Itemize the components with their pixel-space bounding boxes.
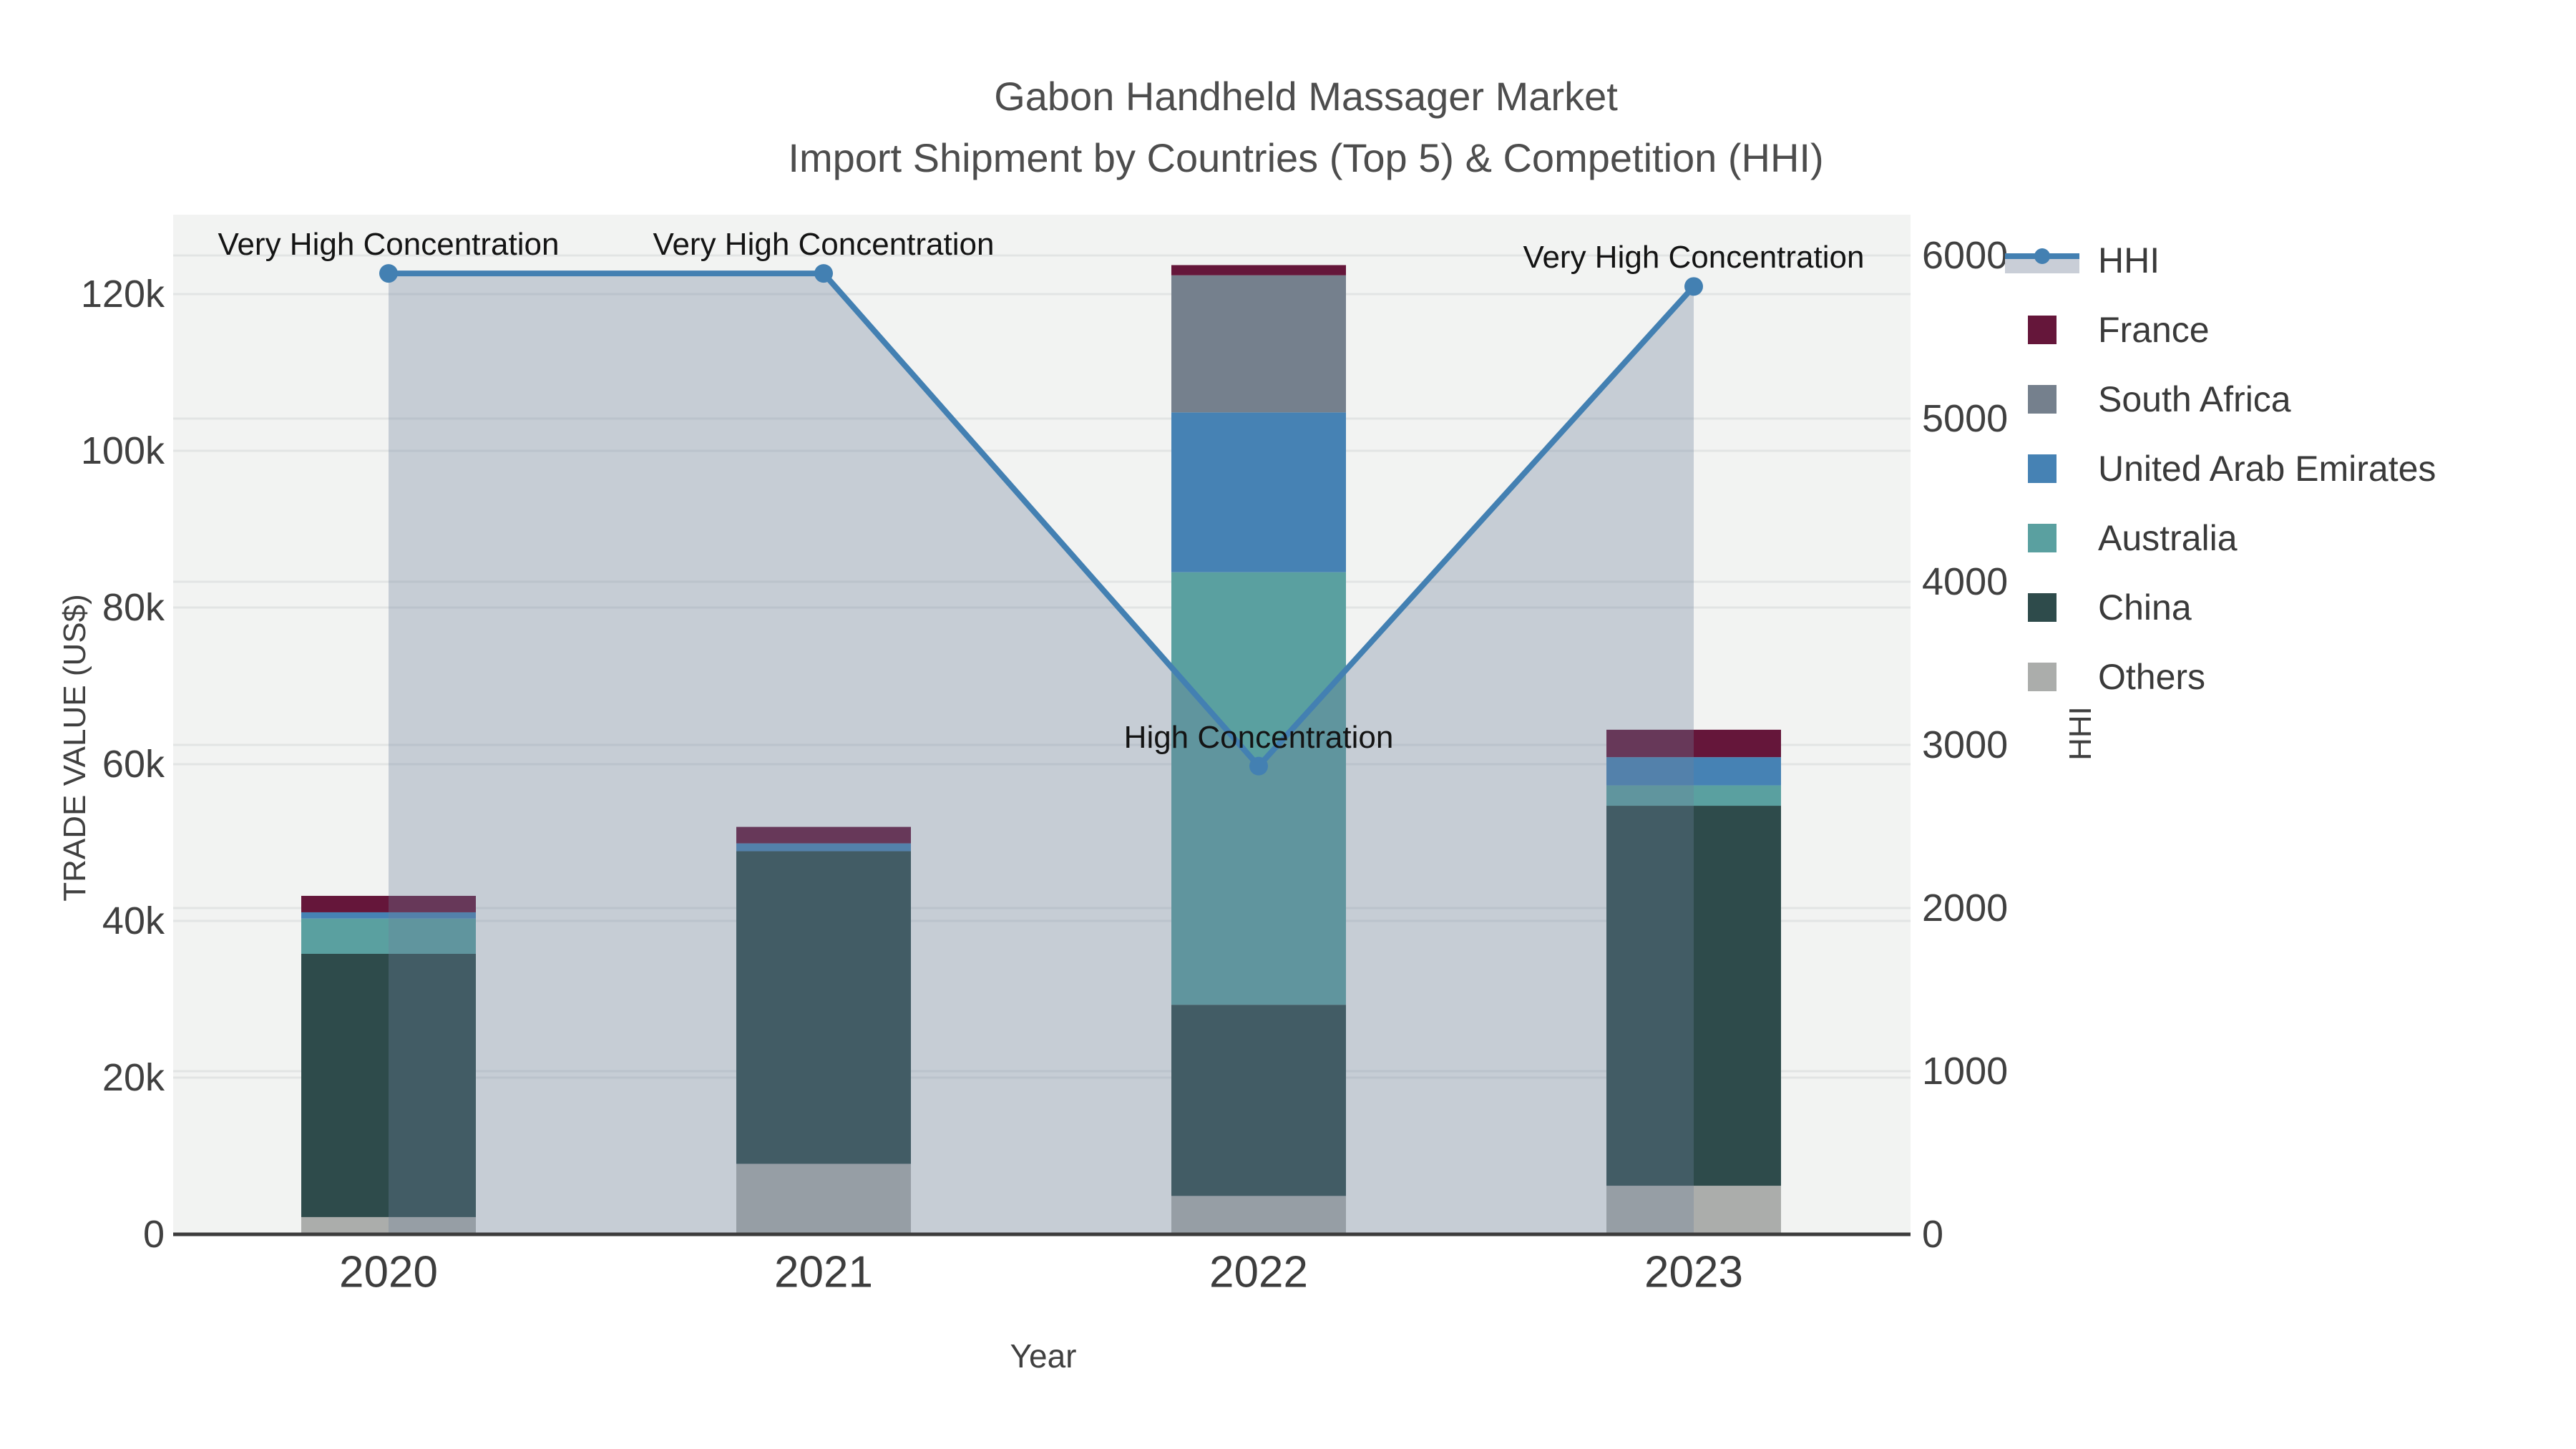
bar-segment-united-arab-emirates-2021 (736, 843, 911, 852)
hhi-marker-2021 (814, 264, 833, 283)
hhi-line (389, 270, 1696, 769)
x-tick-2022: 2022 (1209, 1247, 1308, 1297)
bar-segment-france-2021 (736, 826, 911, 844)
right-axis-title: HHI (2063, 706, 2098, 761)
x-axis-title: Year (1010, 1337, 1077, 1375)
annotation-2021: Very High Concentration (653, 227, 995, 263)
legend-swatch-icon (2005, 523, 2079, 552)
hhi-line-icon (2005, 245, 2079, 276)
right-tick-4000: 4000 (1922, 560, 2009, 603)
bar-segment-united-arab-emirates-2023 (1606, 757, 1781, 786)
chart-title: Gabon Handheld Massager Market (994, 74, 1618, 119)
bar-segment-united-arab-emirates-2022 (1171, 412, 1346, 572)
bar-segment-france-2020 (301, 895, 476, 912)
bar-segment-others-2021 (736, 1163, 911, 1234)
annotation-2020: Very High Concentration (218, 227, 560, 263)
bar-segment-others-2022 (1171, 1196, 1346, 1234)
hhi-marker-2020 (379, 264, 398, 283)
left-tick-40k: 40k (102, 899, 165, 942)
bar-segment-south-africa-2022 (1171, 275, 1346, 413)
bar-segment-france-2022 (1171, 265, 1346, 275)
left-tick-120k: 120k (80, 273, 165, 316)
legend-swatch-icon (2005, 384, 2079, 414)
legend-item-china: China (2005, 572, 2436, 642)
bar-segment-china-2023 (1606, 806, 1781, 1186)
annotation-2022: High Concentration (1123, 719, 1394, 755)
right-tick-0: 0 (1922, 1213, 1944, 1256)
hhi-marker-2023 (1684, 277, 1703, 296)
legend-label: Others (2098, 656, 2206, 697)
right-tick-1000: 1000 (1922, 1050, 2009, 1093)
legend-swatch-icon (2005, 662, 2079, 691)
left-tick-60k: 60k (102, 743, 165, 786)
hhi-area-fill (389, 273, 1694, 1235)
legend: HHI France South Africa United Arab Emirate… (2005, 225, 2436, 711)
legend-item-others: Others (2005, 642, 2436, 711)
left-tick-100k: 100k (80, 429, 165, 472)
left-tick-0: 0 (142, 1213, 165, 1256)
legend-swatch-icon (2005, 315, 2079, 344)
legend-label: France (2098, 309, 2210, 350)
bar-segment-china-2020 (301, 953, 476, 1217)
right-tick-6000: 6000 (1922, 234, 2009, 277)
bar-segment-china-2021 (736, 851, 911, 1164)
left-tick-80k: 80k (102, 586, 165, 629)
legend-label: Australia (2098, 517, 2238, 558)
annotation-2023: Very High Concentration (1523, 240, 1865, 275)
legend-swatch-icon (2005, 592, 2079, 622)
x-tick-2020: 2020 (339, 1247, 438, 1297)
x-tick-2021: 2021 (774, 1247, 873, 1297)
legend-item-hhi: HHI (2005, 225, 2436, 295)
legend-label: HHI (2098, 240, 2160, 280)
x-tick-2023: 2023 (1644, 1247, 1743, 1297)
hhi-marker-2022 (1249, 756, 1268, 776)
bar-segment-australia-2020 (301, 918, 476, 954)
legend-item-south-africa: South Africa (2005, 364, 2436, 434)
right-tick-5000: 5000 (1922, 397, 2009, 440)
legend-label: South Africa (2098, 379, 2291, 419)
right-tick-2000: 2000 (1922, 887, 2009, 930)
bar-segment-others-2023 (1606, 1186, 1781, 1234)
right-tick-3000: 3000 (1922, 723, 2009, 766)
bar-segment-australia-2022 (1171, 572, 1346, 1005)
chart-subtitle: Import Shipment by Countries (Top 5) & C… (788, 135, 1824, 180)
bar-segment-australia-2023 (1606, 785, 1781, 806)
bar-segment-united-arab-emirates-2020 (301, 912, 476, 919)
bar-segment-china-2022 (1171, 1005, 1346, 1196)
legend-label: China (2098, 587, 2192, 628)
legend-item-australia: Australia (2005, 503, 2436, 572)
bar-segment-france-2023 (1606, 729, 1781, 758)
legend-item-united-arab-emirates: United Arab Emirates (2005, 434, 2436, 503)
legend-swatch-icon (2005, 454, 2079, 483)
legend-item-france: France (2005, 295, 2436, 364)
left-tick-20k: 20k (102, 1056, 165, 1099)
legend-label: United Arab Emirates (2098, 448, 2436, 489)
bar-segment-others-2020 (301, 1216, 476, 1234)
